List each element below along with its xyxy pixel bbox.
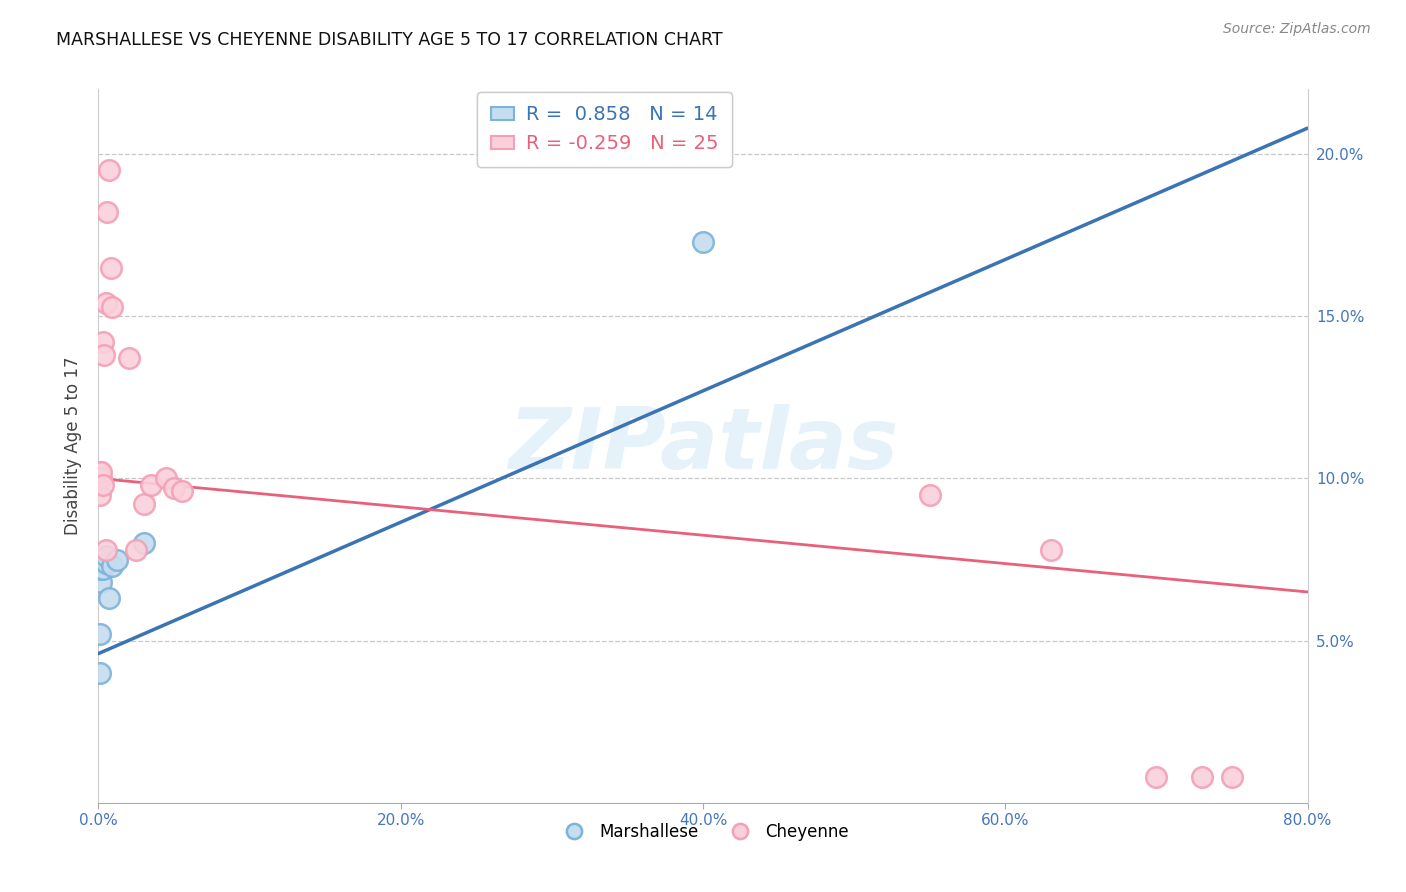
Text: Source: ZipAtlas.com: Source: ZipAtlas.com — [1223, 22, 1371, 37]
Point — [89, 465, 111, 479]
Point — [141, 478, 163, 492]
Point — [90, 471, 112, 485]
Text: MARSHALLESE VS CHEYENNE DISABILITY AGE 5 TO 17 CORRELATION CHART: MARSHALLESE VS CHEYENNE DISABILITY AGE 5… — [56, 31, 723, 49]
Text: ZIPatlas: ZIPatlas — [508, 404, 898, 488]
Point — [93, 552, 115, 566]
Point — [90, 465, 112, 479]
Point — [94, 542, 117, 557]
Point — [98, 163, 121, 178]
Point — [692, 235, 714, 249]
Point — [89, 488, 111, 502]
Point — [1191, 770, 1213, 784]
Legend: Marshallese, Cheyenne: Marshallese, Cheyenne — [551, 817, 855, 848]
Point — [91, 335, 114, 350]
Point — [89, 627, 111, 641]
Point — [90, 562, 112, 576]
Point — [155, 471, 177, 485]
Y-axis label: Disability Age 5 to 17: Disability Age 5 to 17 — [65, 357, 83, 535]
Point — [91, 562, 114, 576]
Point — [100, 260, 122, 275]
Point — [90, 575, 112, 590]
Point — [91, 552, 114, 566]
Point — [93, 348, 115, 362]
Point — [918, 488, 941, 502]
Point — [96, 205, 118, 219]
Point — [91, 478, 114, 492]
Point — [1220, 770, 1243, 784]
Point — [94, 296, 117, 310]
Point — [101, 300, 124, 314]
Point — [98, 591, 121, 606]
Point — [105, 552, 128, 566]
Point — [1144, 770, 1167, 784]
Point — [125, 542, 148, 557]
Point — [101, 559, 124, 574]
Point — [94, 556, 117, 570]
Point — [132, 536, 155, 550]
Point — [170, 484, 193, 499]
Point — [163, 481, 186, 495]
Point — [132, 497, 155, 511]
Point — [1039, 542, 1062, 557]
Point — [118, 351, 141, 366]
Point — [94, 549, 117, 564]
Point — [89, 666, 111, 681]
